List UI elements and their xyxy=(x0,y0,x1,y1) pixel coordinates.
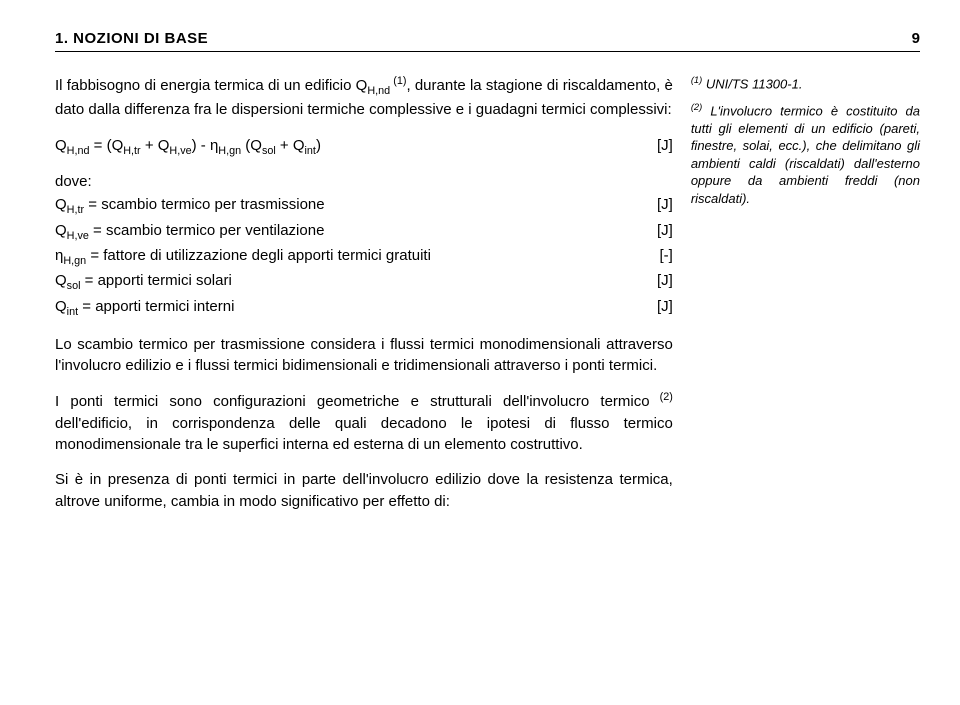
section-title: 1. NOZIONI DI BASE xyxy=(55,30,912,47)
f-sub4: H,gn xyxy=(218,145,241,157)
f-sub3: H,ve xyxy=(169,145,191,157)
def-sub: H,ve xyxy=(67,230,89,242)
intro-paragraph: Il fabbisogno di energia termica di un e… xyxy=(55,74,673,121)
intro-sub1: H,nd xyxy=(367,85,390,97)
footnote-1-text: UNI/TS 11300-1. xyxy=(702,76,802,91)
formula-unit: [J] xyxy=(623,135,673,159)
definitions-block: QH,tr = scambio termico per trasmissione… xyxy=(55,194,673,320)
def-sub: H,tr xyxy=(67,204,84,216)
def-unit: [J] xyxy=(623,220,673,244)
f-sub5: sol xyxy=(262,145,276,157)
formula-line: QH,nd = (QH,tr + QH,ve) - ηH,gn (Qsol + … xyxy=(55,135,673,159)
def-sym: Q xyxy=(55,272,67,289)
f-t6: ) xyxy=(316,137,321,154)
def-unit: [J] xyxy=(623,296,673,320)
f-t4: (Q xyxy=(241,137,262,154)
def-sep: = xyxy=(89,222,106,239)
def-sub: int xyxy=(67,306,78,318)
def-sep: = xyxy=(86,247,103,264)
dove-label: dove: xyxy=(55,171,673,192)
document-page: 1. NOZIONI DI BASE 9 Il fabbisogno di en… xyxy=(0,0,960,705)
f-sub2: H,tr xyxy=(123,145,140,157)
f-sub6: int xyxy=(305,145,316,157)
p3-sup: (2) xyxy=(650,391,673,403)
def-unit: [J] xyxy=(623,270,673,294)
p3-text-a: I ponti termici sono configurazioni geom… xyxy=(55,393,650,410)
paragraph-3: I ponti termici sono configurazioni geom… xyxy=(55,390,673,455)
def-unit: [-] xyxy=(623,245,673,269)
formula-text: QH,nd = (QH,tr + QH,ve) - ηH,gn (Qsol + … xyxy=(55,135,623,159)
p3-text-b: dell'edificio, in corrispondenza delle q… xyxy=(55,415,673,453)
intro-text-a: Il fabbisogno di energia termica di un e… xyxy=(55,77,367,94)
def-sep: = xyxy=(84,196,101,213)
def-sep: = xyxy=(78,298,95,315)
f-sub1: H,nd xyxy=(67,145,90,157)
page-number: 9 xyxy=(912,30,920,47)
def-sep: = xyxy=(80,272,97,289)
def-desc: scambio termico per trasmissione xyxy=(101,196,324,213)
def-row: QH,tr = scambio termico per trasmissione… xyxy=(55,194,673,218)
f-a: Q xyxy=(55,137,67,154)
def-text: ηH,gn = fattore di utilizzazione degli a… xyxy=(55,245,623,269)
def-desc: apporti termici interni xyxy=(95,298,234,315)
def-row: Qsol = apporti termici solari [J] xyxy=(55,270,673,294)
def-unit: [J] xyxy=(623,194,673,218)
paragraph-2: Lo scambio termico per trasmissione cons… xyxy=(55,334,673,377)
def-desc: fattore di utilizzazione degli apporti t… xyxy=(103,247,431,264)
def-row: Qint = apporti termici interni [J] xyxy=(55,296,673,320)
def-desc: apporti termici solari xyxy=(98,272,232,289)
f-eq: = (Q xyxy=(89,137,123,154)
def-text: QH,tr = scambio termico per trasmissione xyxy=(55,194,623,218)
footnote-2: (2) L'involucro termico è costituito da … xyxy=(691,101,920,208)
f-t2: + Q xyxy=(141,137,170,154)
def-desc: scambio termico per ventilazione xyxy=(106,222,324,239)
def-sym: Q xyxy=(55,222,67,239)
main-column: Il fabbisogno di energia termica di un e… xyxy=(55,74,673,512)
def-row: ηH,gn = fattore di utilizzazione degli a… xyxy=(55,245,673,269)
side-notes-column: (1) UNI/TS 11300-1. (2) L'involucro term… xyxy=(691,74,920,512)
page-header: 1. NOZIONI DI BASE 9 xyxy=(55,30,920,52)
content-row: Il fabbisogno di energia termica di un e… xyxy=(55,74,920,512)
f-t5: + Q xyxy=(276,137,305,154)
def-sym: Q xyxy=(55,298,67,315)
footnote-2-marker: (2) xyxy=(691,102,702,112)
def-sym: Q xyxy=(55,196,67,213)
def-text: QH,ve = scambio termico per ventilazione xyxy=(55,220,623,244)
def-row: QH,ve = scambio termico per ventilazione… xyxy=(55,220,673,244)
footnote-2-text: L'involucro termico è costituito da tutt… xyxy=(691,103,920,206)
def-text: Qint = apporti termici interni xyxy=(55,296,623,320)
footnote-1: (1) UNI/TS 11300-1. xyxy=(691,74,920,93)
intro-sup1: (1) xyxy=(390,75,406,87)
paragraph-4: Si è in presenza di ponti termici in par… xyxy=(55,469,673,512)
def-sub: H,gn xyxy=(63,255,86,267)
footnote-1-marker: (1) xyxy=(691,75,702,85)
def-sub: sol xyxy=(67,280,81,292)
def-text: Qsol = apporti termici solari xyxy=(55,270,623,294)
f-t3: ) - η xyxy=(192,137,219,154)
